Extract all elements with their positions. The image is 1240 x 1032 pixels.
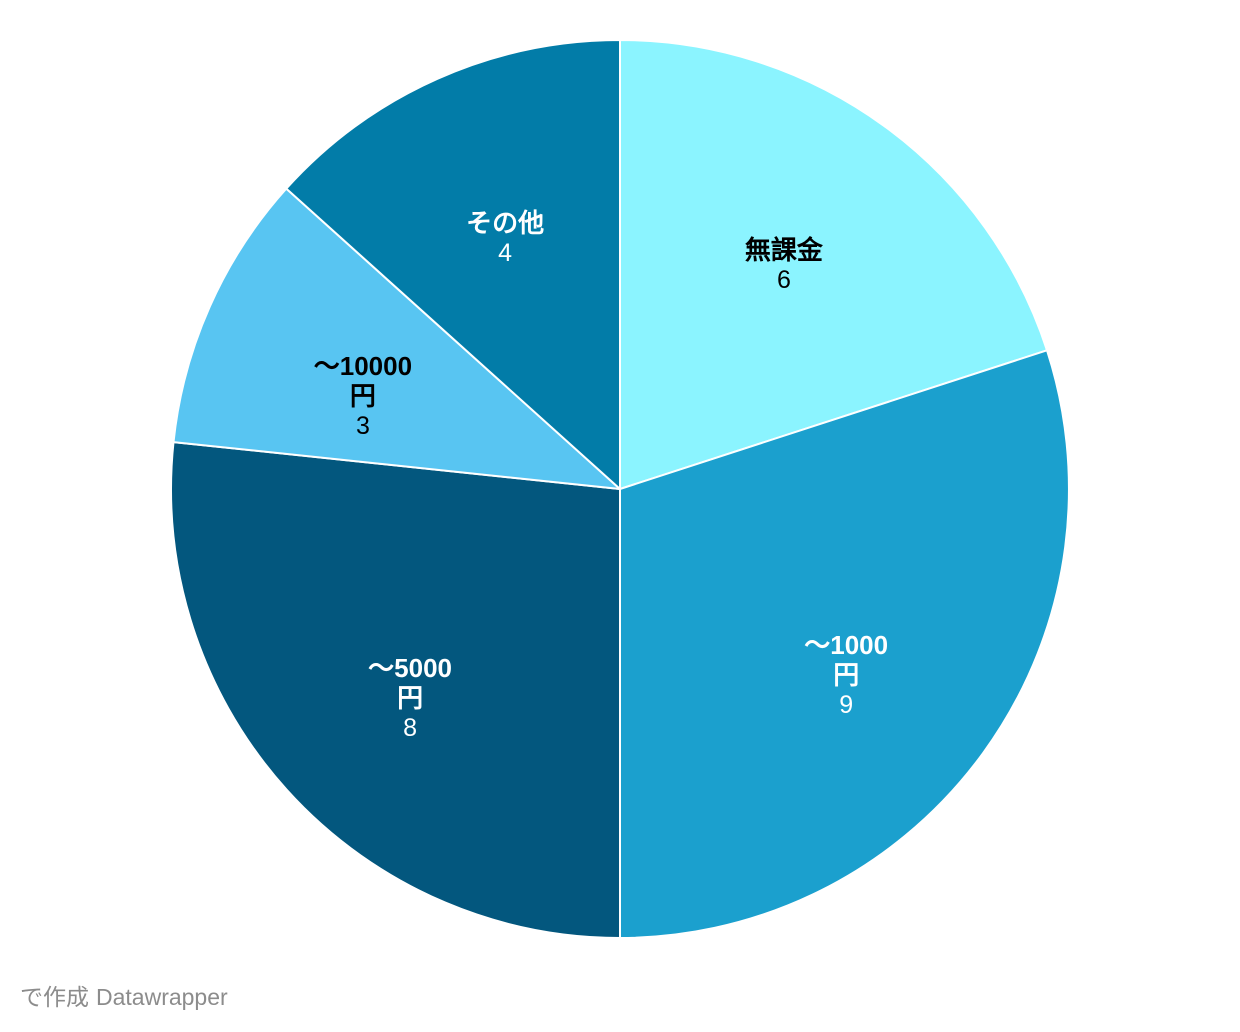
pie-slice-label-3: ～10000 円 3 <box>314 351 412 440</box>
pie-slice-1[interactable] <box>619 349 1070 939</box>
pie-slice-2[interactable] <box>170 441 621 939</box>
pie-slice-label-1: ～1000 円 9 <box>804 630 888 719</box>
pie-slice-4[interactable] <box>285 39 621 490</box>
datawrapper-link[interactable]: Datawrapper <box>96 984 228 1010</box>
pie-slice-3[interactable] <box>172 187 621 490</box>
pie-slice-0[interactable] <box>619 39 1048 490</box>
pie-slice-label-2: ～5000 円 8 <box>368 653 452 742</box>
pie-slice-label-4: その他 4 <box>466 208 544 267</box>
attribution-text: で作成 <box>20 984 89 1010</box>
pie-slice-label-0: 無課金 6 <box>745 235 824 294</box>
attribution: で作成 Datawrapper <box>20 984 228 1012</box>
